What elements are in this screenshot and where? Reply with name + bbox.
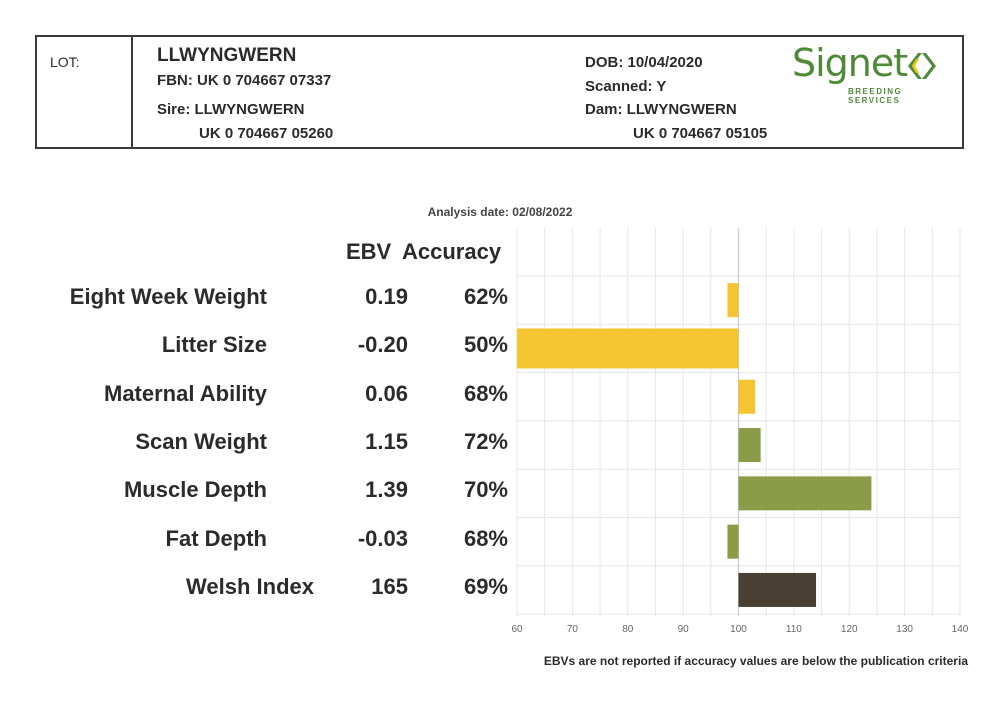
- x-tick-label: 70: [567, 624, 579, 635]
- ebv-value: 0.06: [365, 380, 408, 406]
- x-tick-label: 140: [952, 624, 969, 635]
- trait-label: Scan Weight: [135, 428, 267, 454]
- fbn-number: FBN: UK 0 704667 07337: [157, 72, 332, 89]
- header-divider: [131, 37, 133, 147]
- sire-id: UK 0 704667 05260: [199, 125, 334, 142]
- logo-chevrons-icon: [908, 53, 936, 79]
- analysis-date: Analysis date: 02/08/2022: [427, 205, 573, 219]
- accuracy-value: 70%: [463, 477, 508, 503]
- accuracy-column-header: Accuracy: [402, 239, 502, 264]
- lot-label: LOT:: [50, 54, 80, 70]
- trait-label: Eight Week Weight: [69, 284, 267, 309]
- x-tick-label: 100: [730, 624, 747, 635]
- accuracy-value: 69%: [463, 573, 508, 599]
- ebv-value: -0.20: [357, 332, 408, 358]
- bar: [727, 524, 739, 559]
- accuracy-value: 68%: [463, 380, 508, 406]
- ebv-value: -0.03: [357, 525, 408, 551]
- x-tick-label: 120: [841, 624, 858, 635]
- x-tick-label: 60: [511, 624, 523, 635]
- accuracy-value: 62%: [463, 284, 508, 309]
- dam-name: Dam: LLWYNGWERN: [585, 101, 737, 118]
- trait-label: Welsh Index: [186, 573, 314, 599]
- signet-logo: Signet BREEDING SERVICES: [792, 41, 942, 105]
- trait-label: Maternal Ability: [104, 380, 267, 406]
- animal-header: LOT: LLWYNGWERN FBN: UK 0 704667 07337 S…: [35, 35, 964, 149]
- animal-name: LLWYNGWERN: [157, 45, 297, 66]
- x-tick-label: 90: [678, 624, 690, 635]
- ebv-value: 1.39: [365, 477, 408, 503]
- logo-subtitle: BREEDING SERVICES: [848, 87, 903, 105]
- sire-name: Sire: LLWYNGWERN: [157, 101, 305, 118]
- date-of-birth: DOB: 10/04/2020: [585, 54, 703, 71]
- ebv-value: 0.19: [365, 284, 408, 309]
- bar: [738, 572, 817, 607]
- accuracy-value: 72%: [463, 428, 508, 454]
- ebv-value: 165: [371, 573, 408, 599]
- dam-id: UK 0 704667 05105: [633, 125, 768, 142]
- accuracy-value: 50%: [463, 332, 508, 358]
- footnote: EBVs are not reported if accuracy values…: [543, 654, 968, 668]
- scanned-status: Scanned: Y: [585, 78, 667, 95]
- ebv-value: 1.15: [365, 428, 408, 454]
- bar: [738, 428, 761, 463]
- bar: [738, 379, 756, 414]
- trait-label: Muscle Depth: [123, 477, 267, 503]
- trait-label: Litter Size: [161, 332, 267, 358]
- logo-word: Signet: [792, 41, 908, 85]
- ebv-column-header: EBV: [346, 239, 392, 264]
- x-tick-label: 80: [622, 624, 634, 635]
- x-tick-label: 110: [786, 624, 802, 635]
- bar: [738, 476, 872, 511]
- accuracy-value: 68%: [463, 525, 508, 551]
- x-tick-label: 130: [896, 624, 913, 635]
- ebv-bar-chart: 60 70 80 90 100 110 120 130 140: [511, 228, 969, 635]
- bar: [517, 328, 739, 369]
- trait-label: Fat Depth: [165, 525, 267, 551]
- bar: [727, 283, 739, 318]
